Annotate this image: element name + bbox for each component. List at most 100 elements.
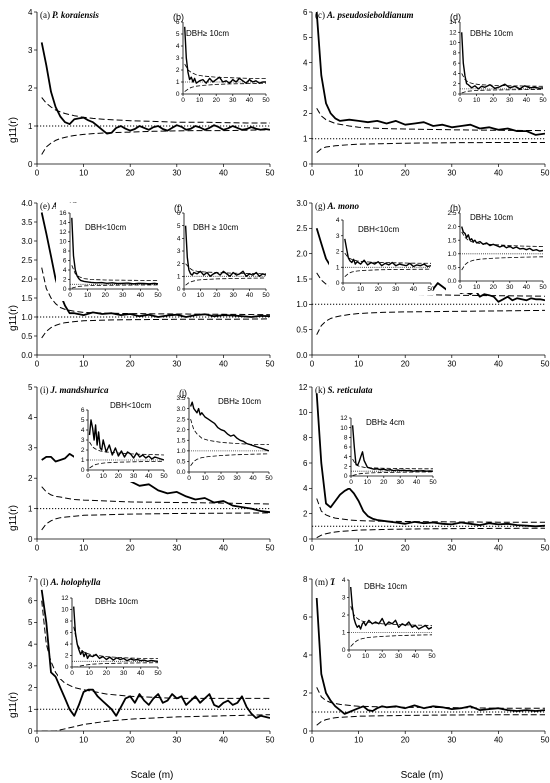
panel-g-inset-background (446, 203, 545, 293)
panel-g-inset-x-tick-label-4: 40 (523, 284, 531, 291)
panel-k-inset-y-tick-label-1: 2 (344, 464, 348, 471)
panel-m-inset-series-dashed-1 (350, 606, 432, 626)
panel-c-inset-x-tick-label-1: 10 (473, 97, 481, 104)
panel-k-main-series-solid-0 (315, 393, 545, 528)
panel-l-y-tick-label-5: 5 (28, 618, 33, 627)
x-axis-label-left: Scale (m) (131, 770, 174, 781)
panel-i-inset-x-tick-label-2: 20 (217, 475, 225, 482)
panel-i-inset2-y-tick-label-3: 3 (81, 437, 85, 444)
panel-e-inset-y-tick-label-6: 6 (177, 210, 181, 217)
panel-e-inset-x-tick-label-5: 50 (262, 292, 270, 299)
panel-a-inset-background (169, 12, 268, 106)
panel-g-x-tick-label-2: 20 (401, 360, 410, 369)
panel-e-inset: 0 1 2 3 4 5 6 0 10 20 30 40 50 (f) DBH ≥ 10cm (170, 203, 270, 301)
panel-e-inset-series-group (184, 225, 266, 286)
panel-l-y-tick-label-3: 3 (28, 662, 33, 671)
panel-i-x-tick-label-4: 40 (219, 544, 228, 553)
panel-g-species: A. mono (327, 201, 360, 211)
panel-l-inset-y-tick-label-5: 10 (61, 607, 69, 614)
panel-i-y-tick-label-5: 5 (28, 383, 33, 392)
y-axis-label-4: g11(r) (8, 692, 19, 718)
panel-g-inset-y-tick-label-1: 0.5 (447, 265, 456, 272)
panel-l-inset-y-tick-label-0: 0 (65, 664, 69, 671)
panel-g-y-tick-label-4: 2.0 (296, 249, 308, 258)
panel-i-inset-series-dashed-1 (190, 418, 269, 445)
panel-a-inset-y-tick-label-0: 0 (176, 91, 180, 98)
panel-a-y-tick-label-0: 0 (28, 160, 33, 169)
panel-i-inset2-background (74, 400, 166, 482)
panel-g-y-tick-label-2: 1.0 (296, 300, 308, 309)
panel-i-inset2-x-tick-label-1: 10 (100, 473, 108, 480)
panel-a-main-series-dashed-2 (41, 129, 270, 155)
panel-a-inset-x-tick-label-0: 0 (181, 97, 185, 104)
panel-i-label: (i) (40, 385, 49, 395)
panel-c-inset-x-tick-label-2: 20 (490, 97, 498, 104)
panel-e-inset2-y-tick-label-4: 8 (63, 248, 67, 255)
panel-k-x-tick-label-4: 40 (494, 544, 503, 553)
panel-l-title: (l) A. holophylla (40, 577, 101, 587)
panel-m-inset-x-tick-label-2: 20 (379, 653, 387, 660)
panel-c-y-tick-label-1: 1 (303, 134, 308, 143)
panel-l-inset-series-solid-0 (73, 606, 158, 662)
panel-a-y-tick-label-2: 2 (28, 84, 33, 93)
panel-a-inset-x-tick-label-3: 30 (229, 97, 237, 104)
panel-i-inset-y-tick-label-1: 0.5 (176, 459, 185, 466)
panel-a-species: P. koraiensis (52, 10, 99, 20)
panel-i-inset2-x-tick-label-2: 20 (115, 473, 123, 480)
panel-g-y-tick-label-5: 2.5 (296, 224, 308, 233)
panel-e-inset2-y-tick-label-0: 0 (63, 286, 67, 293)
panel-c-main-series-dashed-1 (316, 108, 545, 132)
panel-a-inset: 0 1 2 3 4 5 6 0 10 20 30 40 50 (b)DBH≥ 10cm (169, 12, 270, 106)
panel-l-main-series-solid-0 (40, 589, 270, 719)
panel-e-inset2-series-dashed-1 (71, 265, 158, 281)
panel-g-inset2-x-tick-label-1: 10 (357, 286, 365, 293)
panel-l-y-tick-label-2: 2 (28, 683, 33, 692)
panel-a-inset-x-tick-label-1: 10 (196, 97, 204, 104)
panel-k-inset-y-tick-label-4: 8 (344, 435, 348, 442)
panel-l-inset-x-tick-label-4: 40 (137, 670, 145, 677)
panel-i-inset-y-tick-label-0: 0.0 (176, 469, 185, 476)
panel-m-x-tick-label-4: 40 (494, 736, 503, 745)
panel-i-inset-x-tick-label-4: 40 (249, 475, 257, 482)
panel-i-x-tick-label-2: 20 (126, 544, 135, 553)
panel-a-inset-y-tick-label-5: 5 (176, 31, 180, 38)
panel-l-x-tick-label-3: 30 (172, 736, 181, 745)
panel-i-inset2-x-tick-label-0: 0 (86, 473, 90, 480)
panel-m-inset-x-tick-label-4: 40 (412, 653, 420, 660)
panel-e-inset2-y-tick-label-8: 16 (59, 210, 67, 217)
panel-l-inset-series-dashed-1 (73, 626, 158, 659)
panel-e-x-tick-label-5: 50 (266, 360, 275, 369)
panel-a-inset-x-tick-label-2: 20 (213, 97, 221, 104)
panel-e-inset2-y-tick-label-2: 4 (63, 267, 67, 274)
panel-k-inset-x-tick-label-0: 0 (349, 479, 353, 486)
panel-l-inset-x-tick-label-5: 50 (154, 670, 162, 677)
panel-g-inset2-x-tick-label-4: 40 (410, 286, 418, 293)
panel-g-inset-series-dashed-2 (461, 256, 543, 271)
panel-c-inset-label: (d) (450, 12, 461, 22)
panel-e-x-tick-label-3: 30 (172, 360, 181, 369)
panel-c-label: (c) (315, 10, 325, 20)
panel-c-title: (c) A. pseudosieboldianum (315, 10, 414, 20)
panel-i-main-series-dashed-2 (41, 512, 270, 531)
panel-c-species: A. pseudosieboldianum (326, 10, 414, 20)
panel-g-inset2-x-tick-label-3: 30 (392, 286, 400, 293)
y-axis-label-3: g11(r) (8, 505, 19, 531)
panel-m-inset-x-tick-label-5: 50 (428, 653, 436, 660)
panel-i-inset2-series-dashed-1 (89, 441, 164, 456)
panel-l-inset-series-dashed-2 (73, 662, 158, 667)
panel-a-inset-y-tick-label-1: 1 (176, 79, 180, 86)
panel-g-inset-x-tick-label-2: 20 (490, 284, 498, 291)
panel-g-inset2-x-tick-label-2: 20 (375, 286, 383, 293)
panel-a-main-series-solid-0 (40, 42, 270, 135)
panel-g-inset2-background (329, 210, 433, 295)
panel-g-inset-y-tick-label-3: 1.5 (447, 237, 456, 244)
panel-a-inset-y-tick-label-2: 2 (176, 67, 180, 74)
panel-e-inset2-note: DBH<10cm (85, 223, 126, 232)
panel-i-x-tick-label-5: 50 (266, 544, 275, 553)
panel-c-x-tick-label-0: 0 (310, 169, 315, 178)
panel-k-main-series-dashed-1 (316, 498, 545, 523)
panel-c-x-tick-label-4: 40 (494, 169, 503, 178)
panel-i-species: J. mandshurica (50, 385, 110, 395)
panel-e-inset-x-tick-label-0: 0 (182, 292, 186, 299)
